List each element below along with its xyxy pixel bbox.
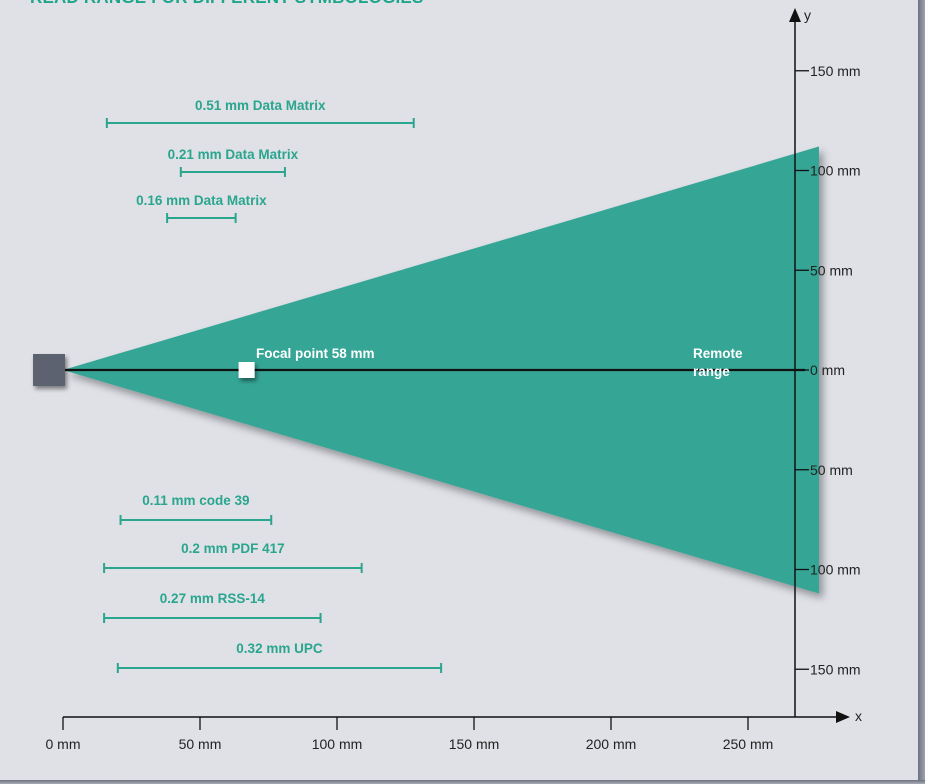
range-label: 0.11 mm code 39 bbox=[142, 493, 249, 508]
y-tick-label: 50 mm bbox=[810, 262, 853, 278]
x-tick-label: 0 mm bbox=[46, 736, 81, 752]
y-tick-label: 100 mm bbox=[810, 163, 861, 179]
y-axis-arrow-icon bbox=[789, 8, 801, 22]
range-label: 0.27 mm RSS-14 bbox=[160, 591, 266, 606]
range-label: 0.2 mm PDF 417 bbox=[181, 541, 285, 556]
range-label: 0.16 mm Data Matrix bbox=[136, 193, 267, 208]
y-tick-label: 100 mm bbox=[810, 562, 861, 578]
frame-shadow-right bbox=[918, 0, 925, 784]
focal-point-label: Focal point 58 mm bbox=[256, 346, 375, 361]
y-tick-label: 50 mm bbox=[810, 462, 853, 478]
x-tick-label: 100 mm bbox=[312, 736, 363, 752]
x-tick-label: 150 mm bbox=[449, 736, 500, 752]
y-axis-label: y bbox=[804, 7, 811, 23]
axis-ticks-layer: 0 mm 50 mm 100 mm 150 mm 200 mm 250 mm 150 mm 1… bbox=[46, 63, 861, 752]
range-label: 0.32 mm UPC bbox=[236, 641, 323, 656]
remote-range-label: range bbox=[693, 364, 730, 379]
x-tick-label: 200 mm bbox=[586, 736, 637, 752]
x-axis-arrow-icon bbox=[836, 711, 850, 723]
y-tick-label: 0 mm bbox=[810, 362, 845, 378]
range-label: 0.51 mm Data Matrix bbox=[195, 98, 326, 113]
range-bars-layer: 0.51 mm Data Matrix 0.21 mm Data Matrix 0.… bbox=[103, 98, 443, 673]
x-axis-label: x bbox=[855, 708, 862, 724]
focal-point-marker bbox=[238, 362, 255, 378]
frame-shadow-bottom bbox=[0, 780, 925, 784]
diagram-title: READ RANGE FOR DIFFERENT SYMBOLOGIES bbox=[30, 0, 424, 8]
y-tick-label: 150 mm bbox=[810, 661, 861, 677]
range-label: 0.21 mm Data Matrix bbox=[168, 147, 299, 162]
x-tick-label: 50 mm bbox=[179, 736, 222, 752]
sensor-icon bbox=[33, 354, 65, 386]
y-tick-label: 150 mm bbox=[810, 63, 861, 79]
remote-range-label: Remote bbox=[693, 346, 743, 361]
read-cone-layer: Focal point 58 mm Remote range bbox=[33, 146, 819, 594]
x-tick-label: 250 mm bbox=[723, 736, 774, 752]
